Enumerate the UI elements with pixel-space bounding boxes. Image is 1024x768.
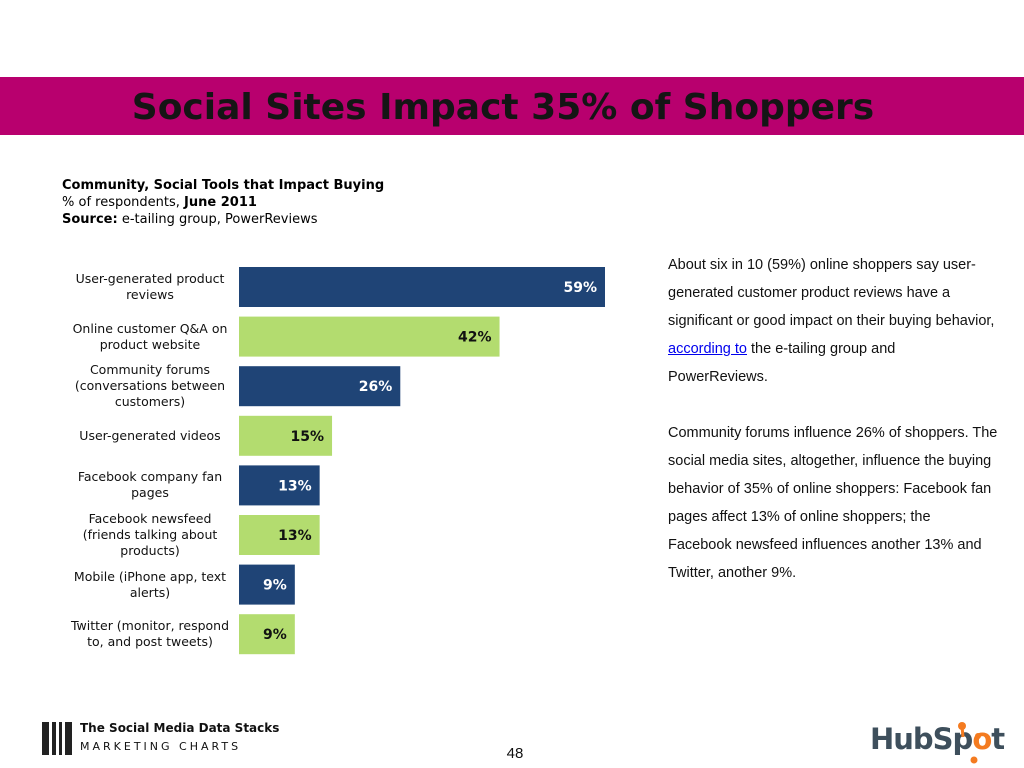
body-paragraph-2: Community forums influence 26% of shoppe…	[668, 425, 998, 581]
bar-5	[239, 465, 320, 506]
slide-title: Social Sites Impact 35% of Shoppers	[131, 87, 875, 128]
category-label: User-generated product reviews	[75, 271, 225, 302]
title-band: Social Sites Impact 35% of Shoppers	[0, 77, 1024, 135]
category-label: Community forums (conversations between …	[74, 362, 226, 410]
chart-header: Community, Social Tools that Impact Buyi…	[62, 177, 384, 228]
bars-logo-icon	[42, 722, 72, 755]
hubspot-wordmark: HubSpot	[870, 722, 1005, 756]
bar-3	[239, 366, 401, 407]
bar-value-label: 9%	[263, 578, 287, 594]
bar-2	[239, 316, 500, 357]
hubspot-logo: HubSpot	[870, 716, 1005, 766]
bar-8	[239, 614, 295, 655]
bar-1	[239, 267, 605, 307]
logo-line-1: The Social Media Data Stacks	[80, 721, 280, 735]
chart-title: Community, Social Tools that Impact Buyi…	[62, 178, 385, 193]
bar-value-label: 13%	[278, 528, 312, 544]
category-label: User-generated videos	[79, 427, 221, 443]
category-label: Facebook company fan pages	[77, 469, 223, 501]
bar-value-label: 9%	[263, 627, 287, 643]
chart-subtitle-prefix: % of respondents,	[62, 195, 185, 210]
bar-value-label: 59%	[563, 280, 597, 296]
bar-value-label: 15%	[291, 429, 325, 445]
bar-value-label: 42%	[458, 330, 492, 346]
according-to-link[interactable]: according to	[668, 341, 747, 357]
category-label: Facebook newsfeed (friends talking about…	[82, 511, 218, 558]
bar-7	[239, 564, 295, 605]
chart-subtitle: % of respondents, June 2011	[62, 194, 384, 211]
chart-source: Source: e-tailing group, PowerReviews	[62, 211, 384, 228]
bar-4	[239, 415, 333, 456]
body-p1-before-link: About six in 10 (59%) online shoppers sa…	[668, 257, 995, 329]
logo-line-2: MARKETING CHARTS	[80, 740, 242, 753]
chart-source-text: e-tailing group, PowerReviews	[117, 212, 318, 227]
chart-subtitle-date: June 2011	[184, 195, 257, 210]
bar-value-label: 13%	[278, 478, 312, 494]
bar-6	[239, 515, 320, 555]
chart-source-label: Source:	[62, 212, 118, 227]
page-number: 48	[506, 745, 524, 762]
category-label: Twitter (monitor, respond to, and post t…	[70, 618, 230, 650]
sprocket-icon	[958, 722, 981, 764]
bar-value-label: 26%	[359, 379, 393, 395]
category-label: Online customer Q&A on product website	[72, 320, 228, 352]
body-text: About six in 10 (59%) online shoppers sa…	[668, 251, 998, 615]
body-p1-after-link: the e-tailing group and PowerReviews.	[668, 341, 896, 385]
body-paragraph-1: About six in 10 (59%) online shoppers sa…	[668, 251, 998, 391]
category-label: Mobile (iPhone app, text alerts)	[73, 568, 227, 600]
